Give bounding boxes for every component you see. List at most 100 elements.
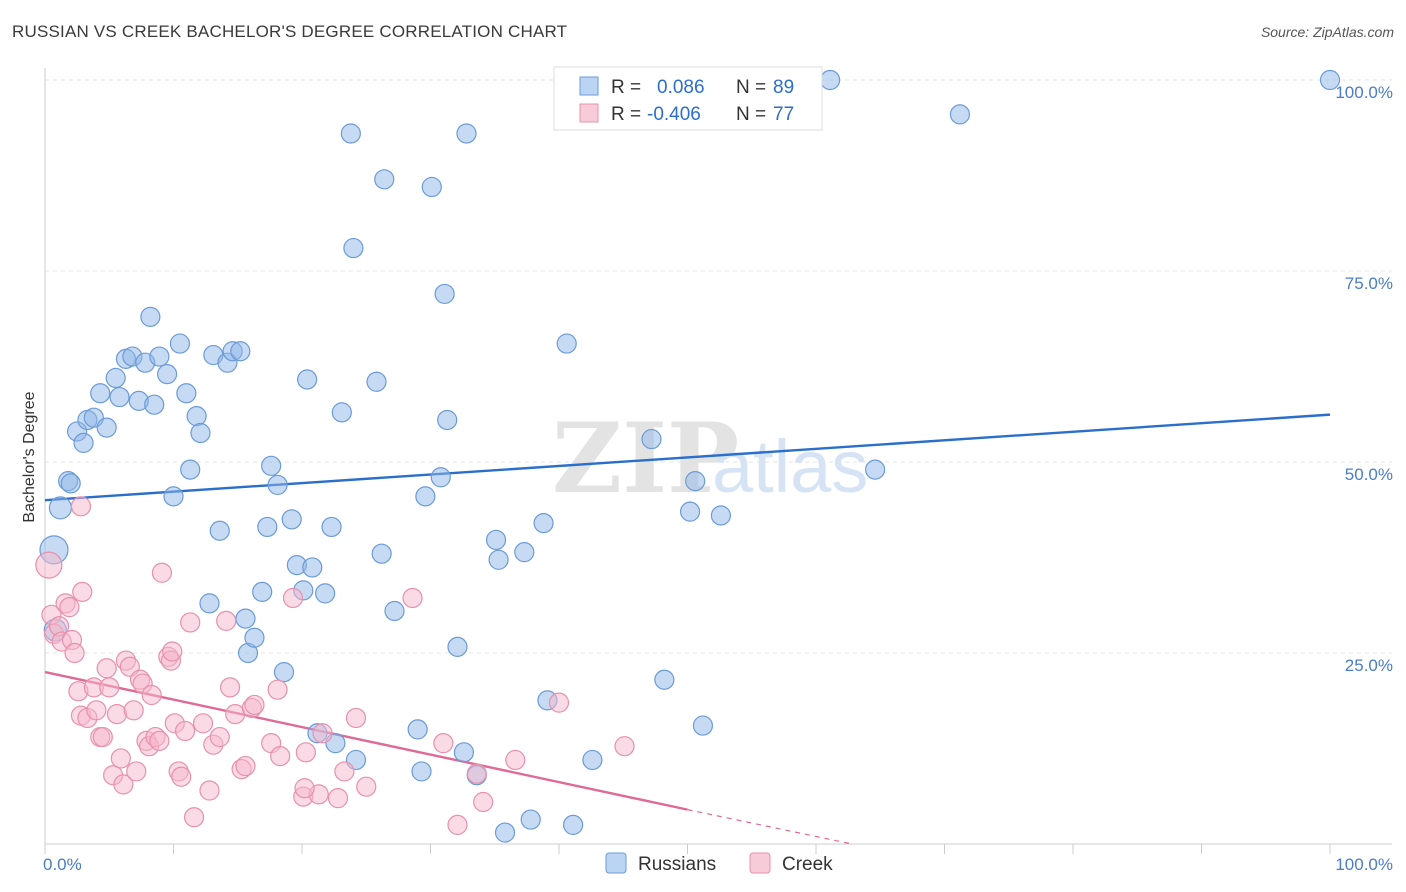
point-russians (685, 471, 706, 492)
point-russians (494, 822, 516, 843)
point-creek (614, 736, 635, 757)
trend-extension-creek (687, 809, 853, 845)
point-creek (92, 726, 113, 748)
point-russians (520, 809, 541, 830)
stats-box-frame (553, 66, 823, 131)
point-creek (466, 763, 487, 784)
point-creek (548, 692, 570, 713)
point-creek (174, 720, 196, 742)
legend-swatch-russians (605, 852, 627, 874)
point-russians (820, 69, 841, 91)
legend-label-creek: Creek (782, 854, 833, 875)
legend-label-russians: Russians (638, 854, 716, 875)
point-russians (434, 283, 455, 305)
point-russians (437, 409, 458, 431)
watermark-atlas: atlas (712, 425, 868, 508)
point-russians (267, 474, 288, 496)
point-russians (144, 394, 165, 415)
point-creek (294, 778, 315, 799)
point-creek (192, 713, 214, 734)
point-creek (99, 677, 120, 698)
point-russians (384, 600, 405, 622)
point-creek (282, 587, 304, 609)
point-russians (230, 341, 251, 362)
point-creek (35, 551, 63, 579)
point-creek (86, 700, 107, 721)
point-russians (209, 520, 230, 541)
stats-n-label-creek: N = (736, 104, 766, 125)
point-russians (485, 529, 507, 551)
point-creek (270, 746, 291, 767)
stats-n-label-russians: N = (736, 77, 766, 98)
point-russians (949, 104, 971, 125)
point-russians (199, 593, 220, 614)
point-russians (654, 669, 675, 690)
point-russians (169, 333, 191, 354)
point-russians (340, 123, 361, 144)
point-creek (113, 774, 134, 795)
point-creek (162, 641, 183, 662)
legend-swatch-creek (749, 852, 771, 874)
watermark-zip: ZIP (552, 402, 739, 515)
grid-lines (45, 79, 1392, 654)
axes (44, 68, 1392, 854)
point-russians (315, 583, 336, 604)
point-creek (244, 694, 265, 716)
point-creek (96, 658, 117, 679)
point-creek (235, 755, 256, 777)
point-russians (407, 719, 428, 740)
stats-n-value-creek: 77 (773, 104, 794, 125)
stats-swatch-russians (579, 76, 599, 96)
point-creek (183, 807, 205, 828)
point-creek (345, 707, 367, 729)
point-russians (149, 346, 170, 367)
y-tick-label: 25.0% (1345, 656, 1393, 675)
point-russians (488, 549, 509, 570)
x-tick-label: 100.0% (1335, 855, 1393, 874)
point-russians (430, 467, 451, 488)
point-creek (59, 597, 80, 618)
point-russians (692, 715, 714, 736)
point-creek (110, 748, 131, 769)
point-russians (297, 369, 318, 390)
point-creek (327, 788, 349, 809)
point-russians (190, 422, 211, 444)
point-creek (123, 700, 144, 721)
point-russians (176, 383, 197, 404)
point-creek (267, 679, 288, 700)
point-russians (556, 333, 577, 354)
point-russians (140, 306, 161, 327)
point-russians (415, 486, 436, 507)
point-russians (105, 367, 126, 389)
point-creek (356, 776, 377, 797)
stats-r-value-creek: -0.406 (647, 104, 701, 125)
stats-box: R = 0.086 N = 89 R = -0.406 N = 77 (553, 66, 823, 131)
y-tick-label: 100.0% (1335, 83, 1393, 102)
chart-title: RUSSIAN VS CREEK BACHELOR'S DEGREE CORRE… (12, 22, 568, 41)
point-russians (710, 505, 732, 526)
point-creek (505, 749, 526, 771)
point-russians (257, 516, 278, 538)
point-russians (186, 406, 207, 427)
point-russians (371, 543, 392, 564)
stats-swatch-creek (579, 103, 599, 123)
point-creek (64, 642, 85, 664)
tick-labels: 25.0% 50.0% 75.0% 100.0% 0.0% 100.0% (43, 83, 1393, 874)
point-creek (402, 587, 423, 609)
stats-r-label-russians: R = (611, 77, 641, 98)
point-russians (156, 364, 178, 385)
y-axis-title: Bachelor's Degree (21, 391, 38, 522)
point-creek (72, 581, 93, 602)
point-russians (235, 608, 256, 629)
point-russians (366, 371, 387, 392)
y-tick-label: 50.0% (1345, 465, 1393, 484)
point-russians (679, 501, 701, 522)
point-creek (209, 726, 230, 748)
point-russians (244, 627, 265, 648)
point-russians (281, 509, 302, 530)
trend-line-russians (44, 413, 1331, 502)
point-creek (149, 730, 170, 751)
point-creek (447, 814, 468, 836)
stats-r-label-creek: R = (611, 104, 641, 125)
point-russians (180, 459, 201, 480)
